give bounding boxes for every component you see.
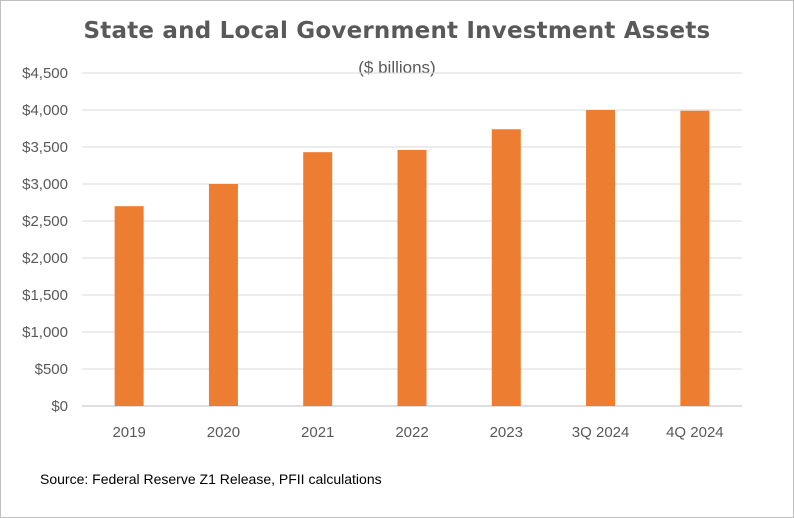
y-tick-label: $4,500 [22, 65, 68, 82]
bar-3q-2024 [586, 110, 616, 406]
bar-2023 [491, 129, 521, 407]
x-tick-label: 2021 [301, 424, 334, 441]
y-tick-label: $0 [51, 398, 68, 415]
chart-subtitle: ($ billions) [358, 58, 436, 77]
bar-2021 [303, 152, 333, 406]
x-tick-label: 4Q 2024 [666, 424, 724, 441]
y-tick-label: $2,000 [22, 250, 68, 267]
source-note: Source: Federal Reserve Z1 Release, PFII… [40, 471, 382, 487]
x-tick-label: 2019 [112, 424, 145, 441]
bar-4q-2024 [680, 110, 710, 407]
chart-title: State and Local Government Investment As… [83, 18, 711, 44]
y-tick-label: $500 [35, 361, 68, 378]
y-tick-label: $3,500 [22, 139, 68, 156]
y-tick-label: $2,500 [22, 213, 68, 230]
x-tick-label: 2023 [490, 424, 523, 441]
x-tick-label: 2022 [395, 424, 428, 441]
y-tick-label: $4,000 [22, 102, 68, 119]
y-tick-label: $1,000 [22, 324, 68, 341]
y-tick-label: $1,500 [22, 287, 68, 304]
bar-2019 [114, 206, 144, 406]
y-tick-label: $3,000 [22, 176, 68, 193]
bar-2020 [208, 184, 238, 406]
x-tick-label: 3Q 2024 [572, 424, 630, 441]
x-tick-label: 2020 [207, 424, 240, 441]
bar-2022 [397, 149, 427, 406]
